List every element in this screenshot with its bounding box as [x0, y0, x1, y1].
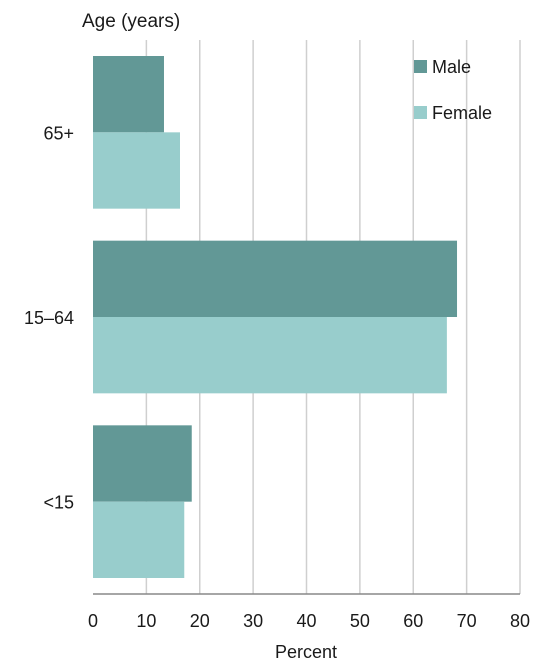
category-labels: 65+ 15–64 <15 — [24, 123, 74, 512]
bar-male — [93, 56, 164, 133]
category-label: 65+ — [43, 123, 74, 143]
bar-female — [93, 317, 447, 394]
x-tick-label: 0 — [88, 611, 98, 631]
category-label: 15–64 — [24, 308, 74, 328]
x-tick-label: 50 — [350, 611, 370, 631]
y-axis-title: Age (years) — [82, 11, 180, 32]
bar-male — [93, 425, 192, 502]
x-tick-label: 40 — [296, 611, 316, 631]
category-label: <15 — [43, 493, 74, 513]
legend-swatch — [414, 106, 427, 119]
bar-female — [93, 132, 181, 209]
x-tick-label: 80 — [510, 611, 530, 631]
legend-swatch — [414, 60, 427, 73]
legend-label: Male — [432, 57, 471, 77]
legend-label: Female — [432, 103, 492, 123]
legend: Male Female — [414, 57, 492, 123]
x-tick-labels: 0 10 20 30 40 50 60 70 80 — [88, 611, 530, 631]
x-tick-label: 20 — [190, 611, 210, 631]
x-tick-label: 70 — [457, 611, 477, 631]
bars — [93, 56, 458, 578]
bar-female — [93, 501, 185, 578]
bar-male — [93, 240, 458, 317]
x-tick-label: 60 — [403, 611, 423, 631]
x-tick-label: 30 — [243, 611, 263, 631]
x-axis-title: Percent — [275, 642, 337, 662]
x-tick-label: 10 — [136, 611, 156, 631]
